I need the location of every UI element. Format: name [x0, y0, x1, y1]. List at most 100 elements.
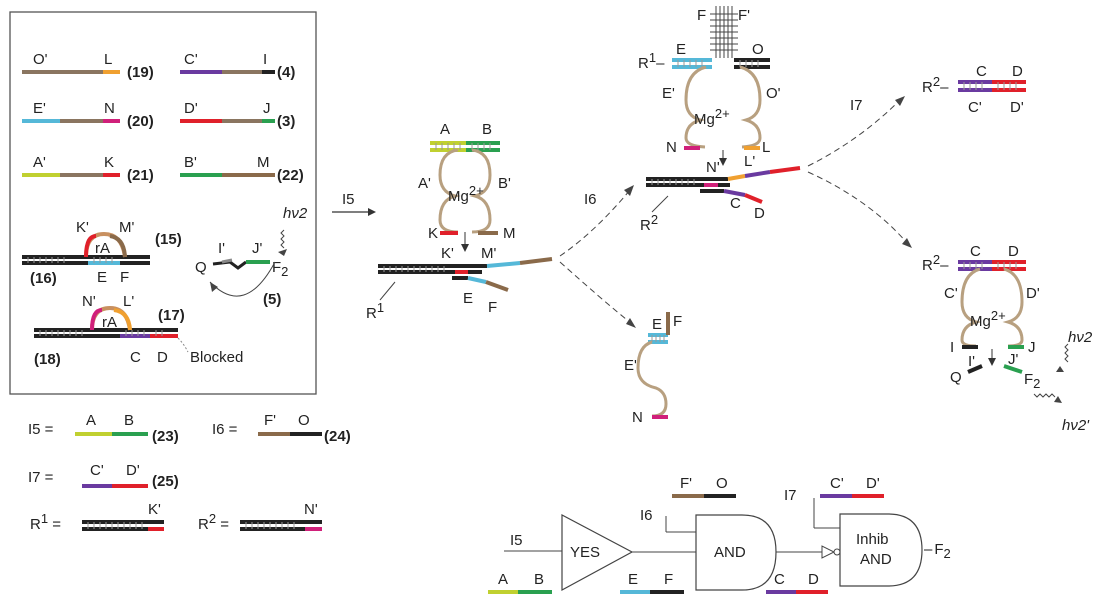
gate17-c: C [130, 349, 141, 366]
i7-def-b: D' [126, 462, 140, 479]
strand-3-num: (3) [277, 113, 295, 130]
gate-15-16: K' M' rA E F (15) (16) [22, 219, 182, 287]
s2-f2: F' [738, 7, 750, 24]
s5-c: C [970, 243, 981, 260]
inhib-label2: AND [860, 551, 892, 568]
s4-c2: C' [968, 99, 982, 116]
s1-f: F [488, 299, 497, 316]
i5-def-a: A [86, 412, 96, 429]
logic-out: – F2 [924, 541, 951, 561]
i7-def-name: I7 = [28, 469, 54, 486]
strand-19-right: L [104, 51, 112, 68]
inventory-box [9, 11, 317, 395]
i6-def-a: F' [264, 412, 276, 429]
strand-22-num: (22) [277, 167, 304, 184]
s4-d2: D' [1010, 99, 1024, 116]
s5-q: Q [950, 369, 962, 386]
branch-to-stage3 [559, 261, 633, 325]
strand-3: D' J (3) [180, 100, 295, 130]
i7-def-num: (25) [152, 473, 179, 490]
s5-hv: hν2 [1068, 329, 1093, 346]
logic-e: E [628, 571, 638, 588]
i6-def-num: (24) [324, 428, 351, 445]
stage3-waste: E F E' N [624, 312, 682, 426]
beacon-j: J' [252, 240, 263, 257]
s2-e: E [676, 41, 686, 58]
strand-21-right: K [104, 154, 114, 171]
s5-j2: J' [1008, 351, 1019, 368]
logic-c2: C' [830, 475, 844, 492]
gate17-ra: rA [102, 314, 117, 331]
inhib-label: Inhib [856, 531, 889, 548]
s5-j: J [1028, 339, 1036, 356]
s1-k2: K' [441, 245, 454, 262]
gate15-num-bot: (16) [30, 270, 57, 287]
input-i6: I6 = F' O (24) [212, 412, 351, 445]
logic-b: B [534, 571, 544, 588]
strand-4: C' I (4) [180, 51, 295, 81]
branch-to-stage2 [559, 189, 631, 257]
s3-e2: E' [624, 357, 637, 374]
s5-hv2: hν2' [1062, 417, 1090, 434]
s2-o2: O' [766, 85, 781, 102]
stage2-duplex: N' L' C D R2 [640, 153, 801, 234]
strand-3-right: J [263, 100, 271, 117]
logic-circuit: I5 A B YES E F I6 F' O AND C D I7 C' D' [488, 475, 951, 594]
strand-22-right: M [257, 154, 270, 171]
s2-n2: N' [706, 159, 720, 176]
s2-r1: R1– [638, 50, 665, 72]
branch-to-stage5 [807, 171, 909, 245]
logic-d2: D' [866, 475, 880, 492]
yes-gate [561, 514, 634, 592]
strand-20-right: N [104, 100, 115, 117]
s5-c2: C' [944, 285, 958, 302]
strand-20-num: (20) [127, 113, 154, 130]
s1-m2: M' [481, 245, 496, 262]
yes-label: YES [570, 544, 600, 561]
s5-r: R2– [922, 252, 949, 274]
strand-4-left: C' [184, 51, 198, 68]
s3-n: N [632, 409, 643, 426]
beacon-i: I' [218, 240, 225, 257]
stage1-duplex: K' M' E F R1 [366, 245, 553, 322]
gate17-num-top: (17) [158, 307, 185, 324]
beacon-f: F2 [272, 259, 288, 279]
logic-i6: I6 [640, 507, 653, 524]
gate17-d: D [157, 349, 168, 366]
beacon-5: I' J' Q F2 hν2 (5) [195, 205, 308, 308]
input-r2: R2 = N' [198, 501, 322, 533]
arrow-i7-label: I7 [850, 97, 863, 114]
beacon-q: Q [195, 259, 207, 276]
s5-f: F2 [1024, 371, 1040, 391]
gate15-ra: rA [95, 240, 110, 257]
strand-20-left: E' [33, 100, 46, 117]
gate-17-18: N' L' rA C D (17) (18) Blocked [34, 293, 243, 368]
s2-mg: Mg2+ [694, 106, 730, 128]
strand-3-left: D' [184, 100, 198, 117]
i7-def-a: C' [90, 462, 104, 479]
s1-b: B [482, 121, 492, 138]
strand-22: B' M (22) [180, 154, 304, 184]
gate17-n: N' [82, 293, 96, 310]
arrow-i6-label: I6 [584, 191, 597, 208]
s3-e: E [652, 316, 662, 333]
stage1-mg: Mg2+ [448, 183, 484, 205]
s3-f: F [673, 313, 682, 330]
s2-r2: R2 [640, 212, 658, 234]
gate15-num-top: (15) [155, 231, 182, 248]
branch-to-stage4 [807, 99, 901, 167]
s5-d2: D' [1026, 285, 1040, 302]
logic-d: D [808, 571, 819, 588]
strand-19-left: O' [33, 51, 48, 68]
i6-def-name: I6 = [212, 421, 238, 438]
logic-f2: F' [680, 475, 692, 492]
stage1-complex: Mg2+ A B A' B' K M [418, 121, 516, 252]
s1-a: A [440, 121, 450, 138]
s2-f: F [697, 7, 706, 24]
gate15-e: E [97, 269, 107, 286]
logic-o: O [716, 475, 728, 492]
s1-b2: B' [498, 175, 511, 192]
r2-def-name: R2 = [198, 511, 229, 533]
s1-r: R1 [366, 300, 384, 322]
